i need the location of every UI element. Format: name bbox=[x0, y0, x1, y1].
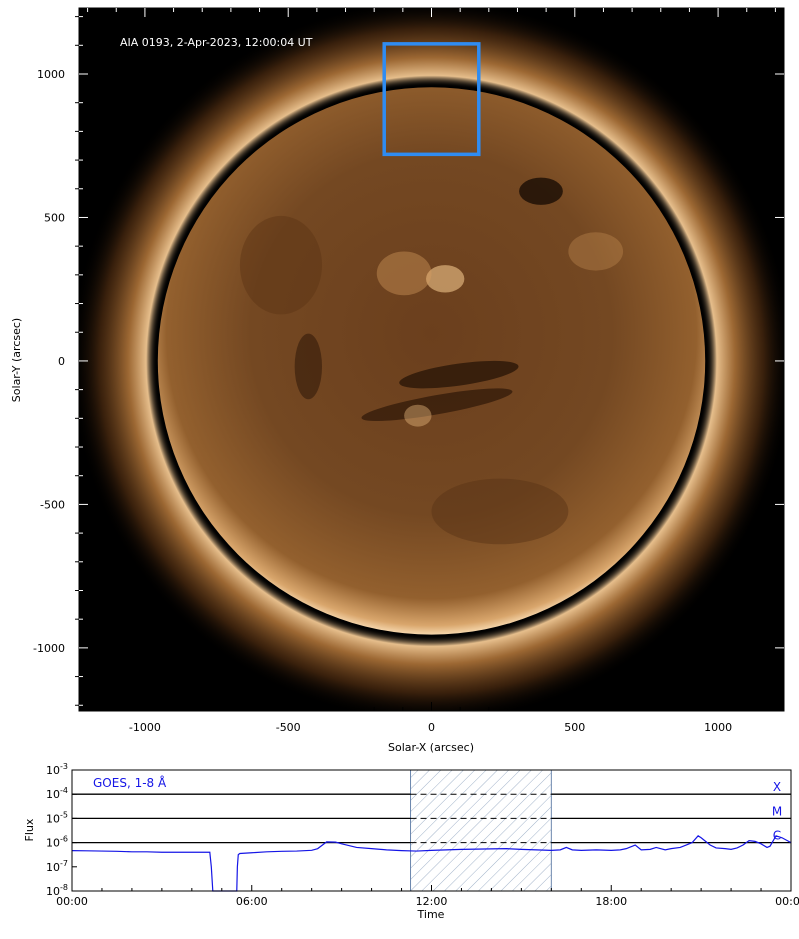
x-tick-label: -1000 bbox=[129, 721, 161, 734]
flux-tick-label: 10-7 bbox=[46, 859, 68, 874]
goes-flux-panel: XMC 00:0006:0012:0018:0000:0010-310-410-… bbox=[23, 762, 799, 921]
y-tick-label: 1000 bbox=[37, 68, 65, 81]
y-tick-label: 500 bbox=[44, 211, 65, 224]
x-tick-label: 0 bbox=[428, 721, 435, 734]
y-tick-label: -500 bbox=[40, 498, 65, 511]
time-tick-label: 18:00 bbox=[595, 895, 627, 908]
flux-tick-label: 10-8 bbox=[46, 883, 68, 898]
flux-tick-label: 10-6 bbox=[46, 835, 68, 850]
image-ticks: -1000 -500 0 500 1000 1000 500 0 -500 -1000 bbox=[33, 8, 784, 734]
x-tick-label: 500 bbox=[564, 721, 585, 734]
flux-axis-label: Flux bbox=[23, 818, 36, 841]
flux-tick-label: 10-3 bbox=[46, 762, 68, 777]
disk-feature bbox=[568, 232, 624, 271]
disk-feature bbox=[361, 388, 513, 422]
y-tick-label: 0 bbox=[58, 355, 65, 368]
disk-feature bbox=[404, 404, 432, 427]
y-tick-label: -1000 bbox=[33, 642, 65, 655]
goes-series-label: GOES, 1-8 Å bbox=[93, 775, 167, 790]
flux-tick-label: 10-5 bbox=[46, 810, 68, 825]
x-tick-label: -500 bbox=[276, 721, 301, 734]
time-tick-label: 06:00 bbox=[236, 895, 268, 908]
time-tick-label: 00:00 bbox=[56, 895, 88, 908]
disk-feature bbox=[399, 360, 519, 389]
flare-class-label: M bbox=[772, 804, 782, 818]
disk-feature bbox=[376, 251, 432, 296]
flare-class-label: X bbox=[773, 780, 781, 794]
time-tick-label: 12:00 bbox=[416, 895, 448, 908]
disk-features bbox=[239, 177, 624, 545]
disk-feature bbox=[519, 177, 563, 205]
hatched-time-window bbox=[410, 769, 552, 892]
solar-disk bbox=[157, 87, 706, 635]
solar-image-panel: -1000 -500 0 500 1000 1000 500 0 -500 -1000 AIA 0… bbox=[10, 7, 785, 754]
disk-feature bbox=[431, 478, 569, 545]
time-axis-label: Time bbox=[417, 908, 445, 921]
flux-tick-label: 10-4 bbox=[46, 786, 68, 801]
disk-feature bbox=[239, 215, 323, 315]
disk-feature bbox=[426, 265, 465, 293]
disk-feature bbox=[294, 333, 323, 400]
x-tick-label: 1000 bbox=[704, 721, 732, 734]
time-tick-label: 00:00 bbox=[775, 895, 799, 908]
flux-ticks: 00:00 06:00 12:00 18:00 00:00 10-3 10-4 10-5 10-… bbox=[46, 762, 799, 908]
x-axis-label: Solar-X (arcsec) bbox=[388, 741, 474, 754]
y-axis-label: Solar-Y (arcsec) bbox=[10, 318, 23, 402]
image-annotation: AIA 0193, 2-Apr-2023, 12:00:04 UT bbox=[120, 36, 313, 49]
sun-image-layer bbox=[79, 8, 784, 711]
region-highlight-box bbox=[382, 42, 481, 157]
